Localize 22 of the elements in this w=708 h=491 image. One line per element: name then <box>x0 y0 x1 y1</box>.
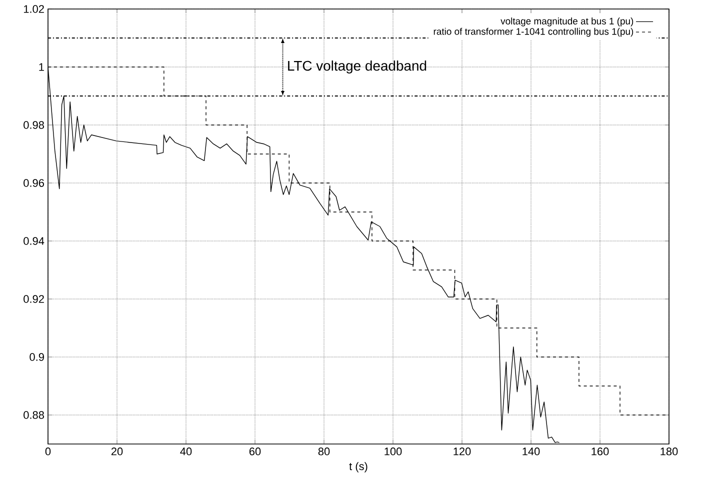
y-tick-label: 0.98 <box>24 121 44 129</box>
y-tick-label: 0.94 <box>24 237 44 245</box>
y-tick-label: 0.92 <box>24 295 44 303</box>
y-tick-label: 0.9 <box>30 353 44 361</box>
y-tick-label: 1 <box>39 63 44 71</box>
legend-label: voltage magnitude at bus 1 (pu) <box>500 18 634 26</box>
x-tick-label: 60 <box>249 448 261 456</box>
x-tick-label: 120 <box>454 448 471 456</box>
annotation: LTC voltage deadband <box>288 60 426 74</box>
x-tick-label: 160 <box>592 448 609 456</box>
y-tick-label: 0.88 <box>24 411 44 419</box>
legend-label: ratio of transformer 1-1041 controlling bus 1(pu) <box>434 28 634 37</box>
x-tick-label: 40 <box>180 448 192 456</box>
y-tick-label: 1.02 <box>24 5 44 13</box>
x-axis-title: t (s) <box>349 462 368 472</box>
x-tick-label: 0 <box>45 448 51 456</box>
x-tick-label: 80 <box>318 448 330 456</box>
x-tick-label: 100 <box>384 448 402 456</box>
x-tick-label: 20 <box>111 448 123 456</box>
x-tick-label: 180 <box>660 448 678 456</box>
x-tick-label: 140 <box>522 448 540 456</box>
y-tick-label: 0.96 <box>24 179 44 187</box>
